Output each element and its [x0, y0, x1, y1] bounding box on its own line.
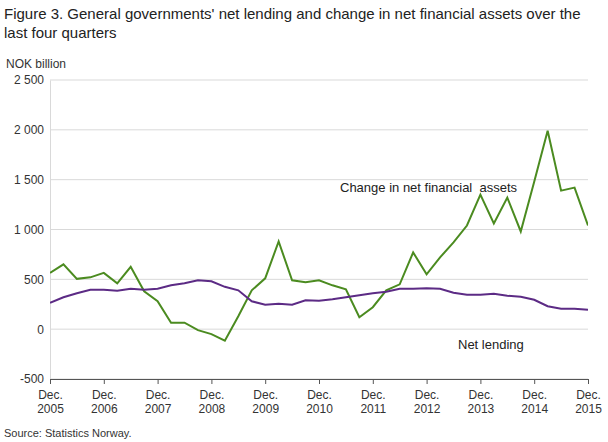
x-tick-label: Dec.2006 — [91, 388, 118, 416]
x-tick-label: Dec.2008 — [199, 388, 226, 416]
plot-area — [50, 131, 588, 341]
grid-line — [50, 129, 588, 130]
x-tick: Dec.2007 — [145, 379, 172, 416]
x-tick: Dec.2008 — [199, 379, 226, 416]
x-tick-label: Dec.2011 — [360, 388, 386, 416]
x-tick: Dec.2012 — [414, 379, 441, 416]
x-tick: Dec.2009 — [252, 379, 279, 416]
x-tick-mark — [373, 379, 374, 384]
x-tick-mark — [319, 379, 320, 384]
x-tick-mark — [158, 379, 159, 384]
x-tick-label: Dec.2014 — [521, 388, 548, 416]
series-label: Net lending — [458, 337, 524, 352]
x-tick-mark — [427, 379, 428, 384]
series-line — [50, 131, 588, 341]
x-tick: Dec.2014 — [521, 379, 548, 416]
x-tick-mark — [265, 379, 266, 384]
series-line — [50, 280, 588, 309]
x-tick-label: Dec.2007 — [145, 388, 172, 416]
y-tick: 2 500 — [14, 73, 50, 87]
x-tick-label: Dec.2015 — [575, 388, 602, 416]
y-tick: 1 000 — [14, 223, 50, 237]
x-tick: Dec.2005 — [37, 379, 64, 416]
x-tick-mark — [50, 379, 51, 384]
y-tick-label: 1 000 — [14, 223, 44, 237]
y-tick-label: 0 — [37, 323, 44, 337]
chart: -50005001 0001 5002 0002 500Dec.2005Dec.… — [0, 0, 608, 442]
y-tick: -500 — [20, 372, 50, 386]
y-tick-label: 2 500 — [14, 73, 44, 87]
y-tick-label: 2 000 — [14, 123, 44, 137]
x-tick-label: Dec.2009 — [252, 388, 279, 416]
x-tick: Dec.2006 — [91, 379, 118, 416]
source: Source: Statistics Norway. — [4, 427, 132, 439]
x-tick-label: Dec.2010 — [306, 388, 333, 416]
x-axis-line — [51, 380, 589, 385]
x-tick-label: Dec.2012 — [414, 388, 441, 416]
x-tick-mark — [588, 379, 589, 384]
series-label: Change in net financial assets — [340, 180, 518, 195]
x-tick: Dec.2015 — [575, 379, 602, 416]
grid-line — [50, 229, 588, 230]
y-tick: 2 000 — [14, 123, 50, 137]
y-tick-label: -500 — [20, 372, 44, 386]
y-tick-label: 1 500 — [14, 173, 44, 187]
y-tick: 0 — [37, 323, 50, 337]
x-tick-label: Dec.2013 — [468, 388, 495, 416]
y-tick-label: 500 — [24, 273, 44, 287]
y-axis: -500 0 500 1 000 1 500 2 000 2 500 — [14, 73, 51, 386]
grid-line — [50, 80, 588, 81]
x-tick-mark — [480, 379, 481, 384]
x-tick-mark — [104, 379, 105, 384]
x-tick-label: Dec.2005 — [37, 388, 64, 416]
y-tick: 1 500 — [14, 173, 50, 187]
grid — [50, 80, 588, 379]
x-tick-mark — [534, 379, 535, 384]
y-axis-line — [50, 81, 51, 380]
y-axis-title: NOK billion — [6, 57, 66, 71]
x-tick-mark — [211, 379, 212, 384]
y-tick: 500 — [24, 273, 50, 287]
x-tick: Dec.2013 — [468, 379, 495, 416]
x-tick: Dec.2010 — [306, 379, 333, 416]
x-tick: Dec.2011 — [360, 379, 386, 416]
grid-line — [50, 329, 588, 330]
title: Figure 3. General governments' net lendi… — [4, 4, 604, 42]
x-axis: Dec.2005 Dec.2006 Dec.2007 Dec.2008 Dec.2009… — [37, 379, 602, 416]
